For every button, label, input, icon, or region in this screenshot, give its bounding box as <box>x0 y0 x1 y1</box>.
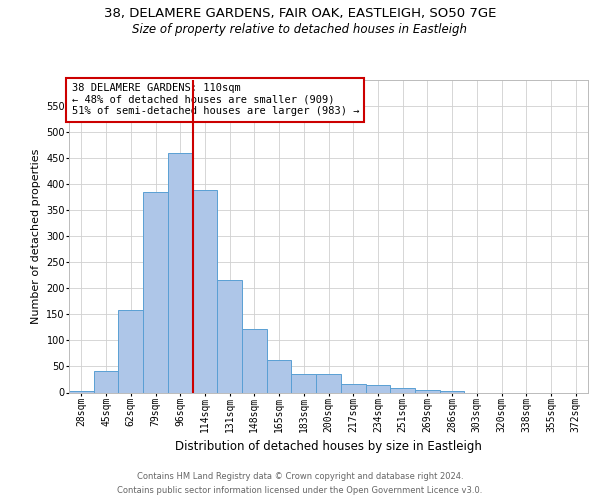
Bar <box>415 390 440 392</box>
Bar <box>94 370 118 392</box>
Bar <box>267 360 292 392</box>
Y-axis label: Number of detached properties: Number of detached properties <box>31 148 41 324</box>
Bar <box>69 391 94 392</box>
Bar <box>390 388 415 392</box>
Bar <box>168 153 193 392</box>
Bar <box>365 384 390 392</box>
Bar <box>341 384 365 392</box>
Bar <box>217 280 242 392</box>
Text: Contains public sector information licensed under the Open Government Licence v3: Contains public sector information licen… <box>118 486 482 495</box>
Text: Size of property relative to detached houses in Eastleigh: Size of property relative to detached ho… <box>133 22 467 36</box>
Text: 38, DELAMERE GARDENS, FAIR OAK, EASTLEIGH, SO50 7GE: 38, DELAMERE GARDENS, FAIR OAK, EASTLEIG… <box>104 8 496 20</box>
Bar <box>242 330 267 392</box>
Bar <box>118 310 143 392</box>
Bar <box>193 190 217 392</box>
Text: 38 DELAMERE GARDENS: 110sqm
← 48% of detached houses are smaller (909)
51% of se: 38 DELAMERE GARDENS: 110sqm ← 48% of det… <box>71 83 359 116</box>
Bar <box>143 192 168 392</box>
Bar <box>316 374 341 392</box>
X-axis label: Distribution of detached houses by size in Eastleigh: Distribution of detached houses by size … <box>175 440 482 453</box>
Bar <box>292 374 316 392</box>
Text: Contains HM Land Registry data © Crown copyright and database right 2024.: Contains HM Land Registry data © Crown c… <box>137 472 463 481</box>
